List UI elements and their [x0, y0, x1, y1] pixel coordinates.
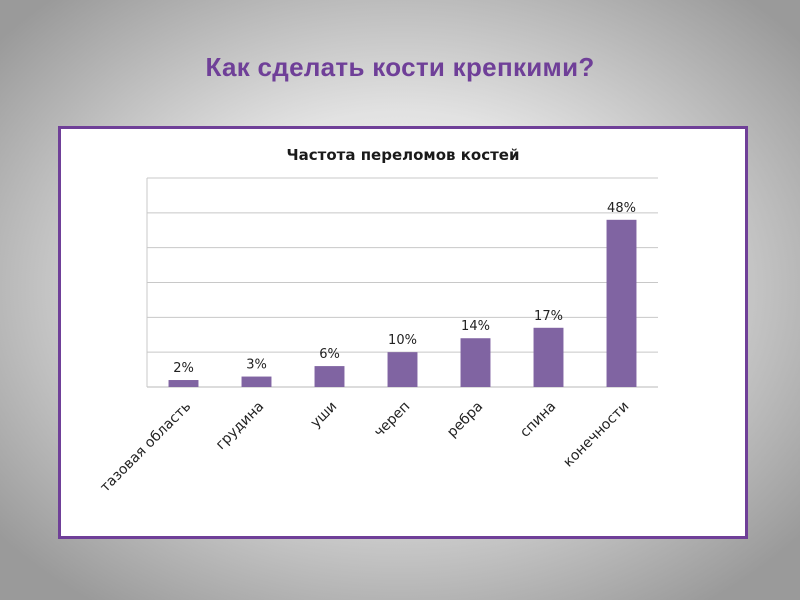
chart-frame: Частота переломов костей 2% 3% 6% 10% 14% 17%…: [58, 126, 748, 539]
data-label-4: 10%: [388, 333, 417, 348]
bar-5: [460, 338, 491, 387]
bar-3: [314, 366, 345, 387]
data-label-1: 2%: [173, 361, 194, 376]
x-tick-label-1: тазовая область: [97, 399, 194, 496]
x-tick-label-3: уши: [308, 399, 341, 432]
x-axis-ticks: тазовая область грудина уши череп ребра спина…: [97, 399, 632, 496]
x-tick-label-6: спина: [517, 399, 559, 441]
x-tick-label-2: грудина: [213, 399, 267, 453]
data-label-7: 48%: [607, 201, 636, 216]
data-label-3: 6%: [319, 347, 340, 362]
gridlines: [146, 177, 658, 388]
x-tick-label-7: конечности: [560, 399, 632, 471]
bar-7: [606, 219, 637, 387]
chart-title: Частота переломов костей: [287, 146, 520, 164]
bar-1: [168, 380, 199, 387]
data-labels: 2% 3% 6% 10% 14% 17% 48%: [173, 201, 636, 376]
x-tick-label-4: череп: [371, 399, 413, 441]
bar-chart: Частота переломов костей 2% 3% 6% 10% 14% 17%…: [97, 146, 658, 496]
bar-2: [241, 376, 272, 387]
data-label-2: 3%: [246, 358, 267, 373]
bar-4: [387, 352, 418, 387]
data-label-6: 17%: [534, 309, 563, 324]
slide-title: Как сделать кости крепкими?: [205, 52, 595, 82]
bars: [168, 219, 637, 387]
bar-6: [533, 327, 564, 387]
x-tick-label-5: ребра: [444, 399, 486, 441]
data-label-5: 14%: [461, 319, 490, 334]
